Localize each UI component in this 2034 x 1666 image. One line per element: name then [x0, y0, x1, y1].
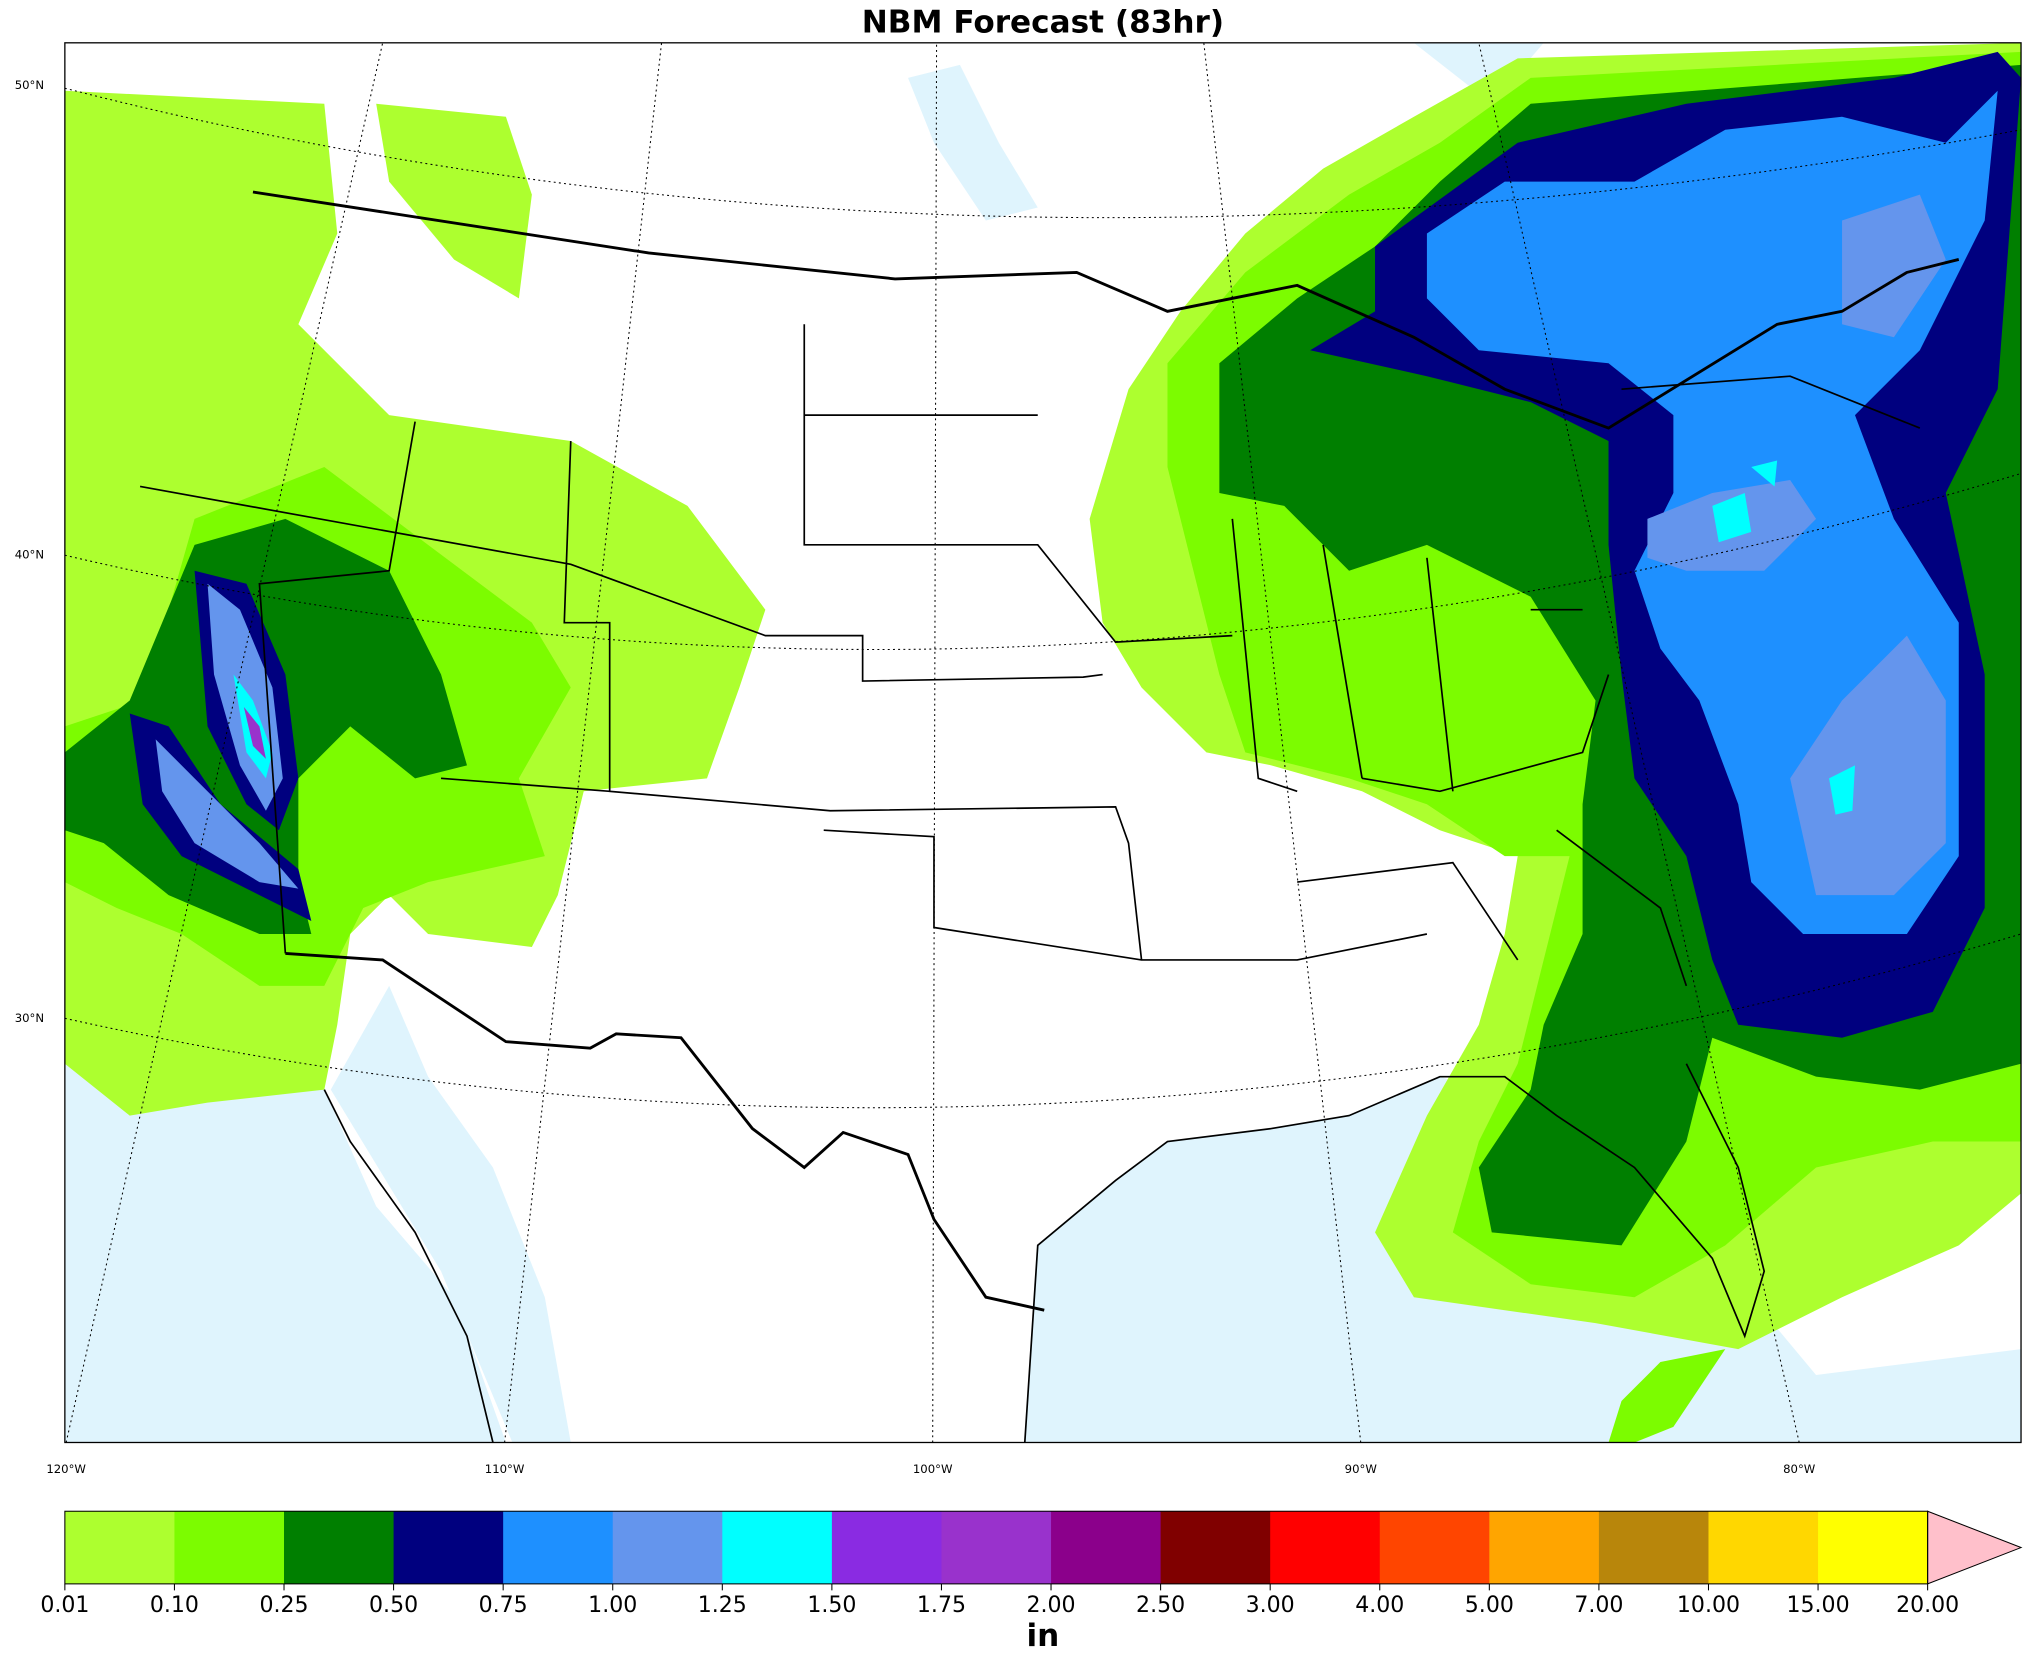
- colorbar-tick-label: 2.00: [1026, 1593, 1075, 1618]
- mexico-border: [285, 952, 1045, 1312]
- lon-label: 110°W: [485, 1462, 525, 1476]
- lon-label: 120°W: [46, 1462, 86, 1476]
- meridian-120w: [65, 42, 384, 1443]
- colorbar-segment: [831, 1511, 943, 1584]
- lat-label: 50°N: [15, 78, 44, 92]
- colorbar-tick-label: 0.50: [369, 1593, 418, 1618]
- coastlines: [323, 1063, 1766, 1443]
- precip-1-75: [243, 706, 266, 759]
- hudson-bay: [1413, 42, 1544, 104]
- gulf-of-california: [330, 985, 571, 1443]
- map: [64, 42, 2022, 1443]
- colorbar-tick-label: 1.00: [588, 1593, 637, 1618]
- precip-cuba: [1608, 1349, 1726, 1443]
- meridian-110w: [504, 42, 663, 1443]
- colorbar-tick-label: 0.10: [150, 1593, 199, 1618]
- colorbar-segment: [1818, 1511, 1929, 1584]
- colorbar-unit: in: [1027, 1618, 1060, 1654]
- lake-winnipeg: [908, 64, 1038, 221]
- colorbar-tick-label: 5.00: [1465, 1593, 1514, 1618]
- precip-0-01-north: [376, 103, 532, 299]
- colorbar-tick-label: 7.00: [1574, 1593, 1623, 1618]
- lon-label: 80°W: [1783, 1462, 1816, 1476]
- colorbar-segment: [941, 1511, 1052, 1584]
- colorbar-segment: [722, 1511, 833, 1584]
- colorbar-segment: [393, 1511, 504, 1584]
- lat-label: 40°N: [15, 548, 44, 562]
- colorbar-tick-label: 0.25: [259, 1593, 308, 1618]
- west-precip: [64, 90, 766, 1116]
- colorbar-tick-label: 4.00: [1355, 1593, 1404, 1618]
- colorbar-tick-label: 0.01: [40, 1593, 89, 1618]
- colorbar-segment: [1379, 1511, 1490, 1584]
- colorbar-segment: [1598, 1511, 1710, 1584]
- title: NBM Forecast (83hr): [862, 4, 1224, 40]
- colorbar-tick-label: 10.00: [1677, 1593, 1740, 1618]
- colorbar-segment: [1270, 1511, 1381, 1584]
- colorbar-segment: [64, 1511, 176, 1584]
- canada-border: [252, 190, 1960, 430]
- lon-label: 90°W: [1345, 1462, 1378, 1476]
- graticule: [64, 42, 2022, 1443]
- colorbar-segment: [284, 1511, 395, 1584]
- parallel-30n: [64, 933, 2022, 1109]
- colorbar-segment: [1708, 1511, 1819, 1584]
- colorbar-outline: [64, 1510, 1929, 1585]
- precip-1-00: [1647, 194, 1946, 896]
- meridian-80w: [1478, 42, 1800, 1443]
- colorbar-tick-label: 2.50: [1136, 1593, 1185, 1618]
- colorbar-tick-label: 1.25: [698, 1593, 747, 1618]
- parallel-50n: [64, 87, 2022, 219]
- lon-label: 100°W: [913, 1462, 953, 1476]
- colorbar-segment: [612, 1511, 723, 1584]
- colorbar-tick-label: 0.75: [479, 1593, 528, 1618]
- borders: [139, 190, 1960, 1443]
- colorbar-tick-label: 15.00: [1786, 1593, 1849, 1618]
- colorbar-extend: [1927, 1510, 2023, 1585]
- colorbar-tick-label: 1.50: [807, 1593, 856, 1618]
- precip-1-25: [1712, 460, 1855, 815]
- meridian-90w: [1203, 42, 1362, 1443]
- colorbar-tick-label: 20.00: [1896, 1593, 1959, 1618]
- lat-label: 30°N: [15, 1011, 44, 1025]
- colorbar-segment: [1160, 1511, 1271, 1584]
- precip-1-00: [155, 583, 299, 889]
- pacific-ocean: [64, 1037, 506, 1443]
- colorbar-segment: [174, 1511, 285, 1584]
- map-frame: [64, 42, 2022, 1444]
- colorbar-segment: [1051, 1511, 1162, 1584]
- colorbar-tick-label: 3.00: [1246, 1593, 1295, 1618]
- colorbar-segment: [1489, 1511, 1600, 1584]
- precip-0-50: [129, 570, 312, 922]
- colorbar-tick-label: 1.75: [917, 1593, 966, 1618]
- colorbar-segment: [503, 1511, 614, 1584]
- east-precip: [1089, 42, 2022, 1443]
